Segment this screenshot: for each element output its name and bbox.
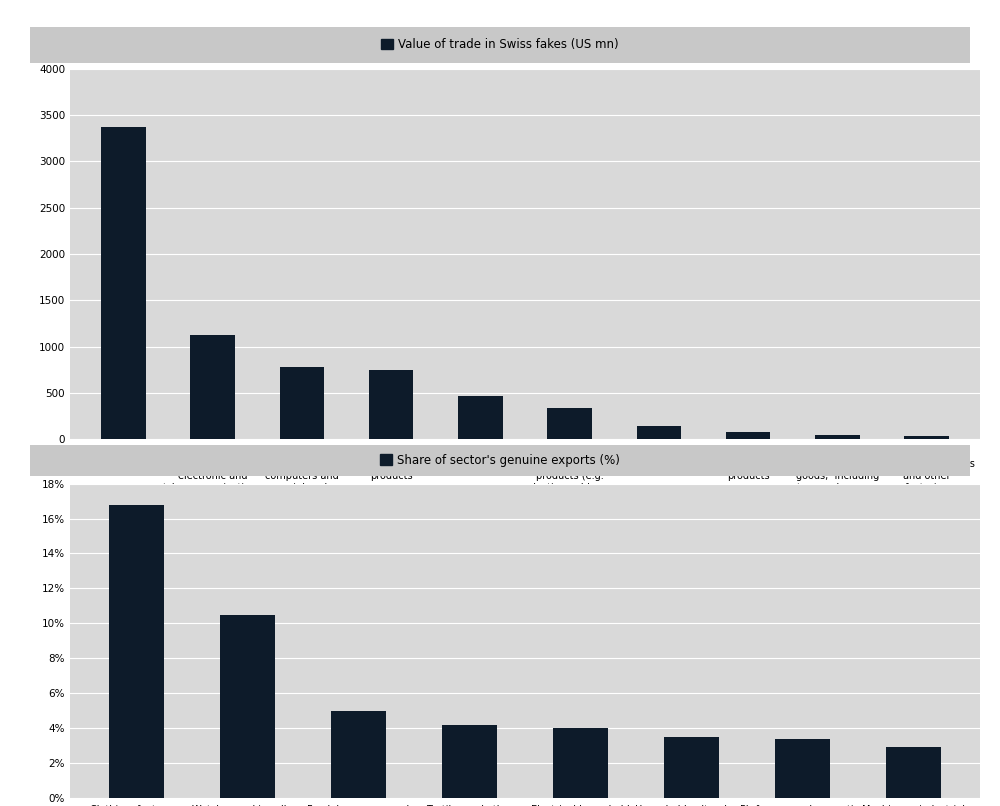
Bar	[553, 728, 608, 798]
Bar	[726, 432, 770, 439]
Bar	[109, 505, 164, 798]
Bar	[547, 408, 592, 439]
Bar	[664, 737, 719, 798]
Bar	[101, 127, 146, 439]
Legend: Value of trade in Swiss fakes (US mn): Value of trade in Swiss fakes (US mn)	[381, 38, 619, 52]
Bar	[458, 396, 503, 439]
Bar	[331, 711, 386, 798]
Bar	[904, 437, 949, 439]
Bar	[442, 725, 497, 798]
Bar	[280, 367, 324, 439]
Bar	[775, 738, 830, 798]
Bar	[369, 370, 413, 439]
Bar	[637, 426, 681, 439]
Legend: Share of sector's genuine exports (%): Share of sector's genuine exports (%)	[380, 454, 620, 467]
Bar	[190, 335, 235, 439]
Bar	[220, 614, 275, 798]
Bar	[886, 747, 941, 798]
Bar	[815, 434, 860, 439]
